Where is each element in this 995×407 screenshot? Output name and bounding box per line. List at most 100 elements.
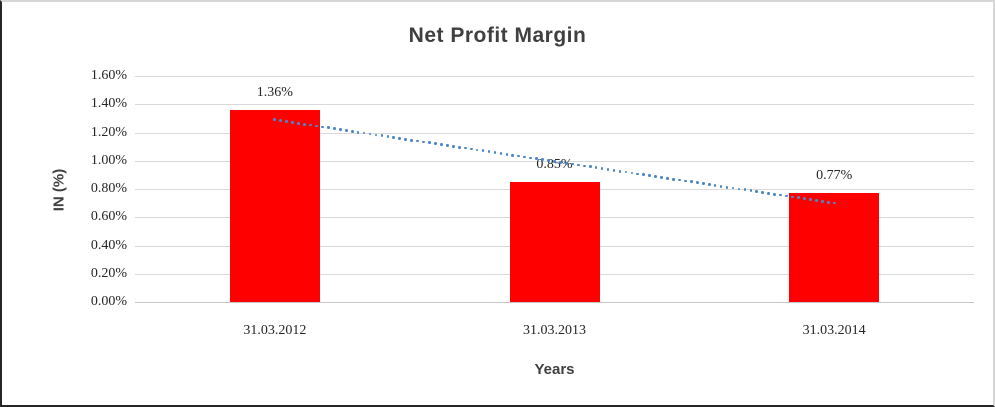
trendline-dot	[773, 192, 776, 196]
trendline-dot	[636, 172, 640, 176]
data-label: 0.77%	[816, 168, 853, 184]
y-tick-label: 1.00%	[90, 152, 127, 168]
trendline-dot	[743, 188, 747, 192]
trendline-dot	[559, 160, 562, 164]
trendline-dot	[529, 156, 533, 160]
trendline-dot	[303, 122, 306, 126]
trendline-dot	[309, 123, 312, 127]
trendline-dot	[761, 191, 765, 194]
x-axis-line	[135, 302, 974, 303]
trendline-dot	[576, 163, 580, 167]
x-axis-title: Years	[534, 361, 575, 378]
trendline-dot	[820, 200, 824, 203]
trendline-dot	[755, 190, 759, 193]
x-tick-label: 31.03.2012	[243, 323, 307, 338]
trendline-dot	[624, 170, 628, 174]
y-tick-label: 0.20%	[90, 265, 127, 281]
trendline-dot	[719, 184, 723, 188]
trendline-dot	[469, 147, 473, 151]
trendline-dot	[434, 142, 437, 146]
trendline-dot	[565, 161, 568, 165]
trendline-dot	[654, 175, 657, 178]
trendline-dot	[416, 139, 419, 143]
trendline-dot	[392, 136, 396, 139]
trendline-dot	[404, 137, 408, 141]
trendline-dot	[398, 137, 402, 140]
trendline-dot	[457, 145, 461, 149]
trendline-dot	[321, 125, 324, 129]
gridline	[135, 104, 974, 106]
trendline-dot	[422, 140, 425, 144]
trendline-dot	[725, 185, 729, 189]
x-tick-label: 31.03.2013	[523, 323, 586, 338]
trendline-dot	[612, 168, 616, 172]
y-tick-label: 0.60%	[90, 209, 127, 225]
trendline-dot	[410, 138, 414, 142]
trendline-dot	[630, 171, 634, 175]
trendline-dot	[767, 192, 771, 195]
trendline-dot	[695, 181, 699, 185]
trendline-dot	[451, 145, 455, 148]
trendline-dot	[380, 134, 384, 138]
bar-31.03.2014	[789, 193, 880, 302]
bar-31.03.2012	[229, 109, 320, 302]
trendline-dot	[327, 126, 330, 130]
trendline-dot	[672, 177, 675, 181]
trendline-dot	[731, 186, 735, 190]
trendline-dot	[481, 149, 485, 153]
trendline-dot	[511, 153, 515, 157]
trendline-dot	[713, 184, 717, 187]
trendline-dot	[803, 197, 806, 201]
trendline-dot	[571, 162, 574, 166]
trendline-dot	[797, 196, 800, 200]
y-tick-label: 0.80%	[90, 181, 127, 196]
trendline-dot	[684, 179, 687, 183]
trendline-dot	[386, 135, 390, 138]
trendline-dot	[273, 118, 277, 122]
y-tick-label: 1.60%	[90, 68, 127, 83]
trendline-dot	[338, 128, 342, 131]
trendline-dot	[368, 132, 372, 136]
trendline-dot	[832, 201, 836, 205]
trendline-dot	[332, 127, 336, 130]
trendline-dot	[499, 152, 503, 155]
trendline-dot	[541, 158, 544, 162]
trendline-dot	[362, 131, 366, 135]
trendline-dot	[678, 178, 681, 182]
trendline-dot	[285, 120, 289, 123]
trendline-dot	[779, 193, 782, 197]
trendline-dot	[356, 130, 360, 134]
trendline-dot	[297, 121, 300, 125]
trendline-dot	[648, 174, 652, 177]
trendline-dot	[517, 154, 521, 158]
trendline-dot	[344, 129, 348, 132]
trendline-dot	[809, 198, 812, 201]
trendline-dot	[582, 164, 586, 168]
trendline-dot	[701, 182, 705, 185]
trendline-dot	[660, 176, 663, 179]
trendline-dot	[428, 141, 431, 145]
trendline-dot	[666, 176, 669, 180]
trendline-dot	[588, 165, 592, 169]
trendline-dot	[642, 173, 646, 177]
trendline-dot	[475, 148, 479, 152]
x-tick-label: 31.03.2014	[802, 323, 866, 338]
trendline-dot	[606, 168, 610, 171]
y-tick-label: 0.40%	[90, 237, 127, 253]
trendline-dot	[446, 144, 449, 147]
gridline	[135, 132, 974, 134]
trendline-dot	[374, 133, 378, 137]
trendline-dot	[553, 160, 556, 163]
trendline-dot	[315, 124, 318, 128]
trendline-dot	[547, 159, 550, 162]
data-label: 1.36%	[256, 84, 293, 100]
trendline-dot	[279, 119, 283, 122]
trendline-dot	[791, 195, 794, 199]
chart-title: Net Profit Margin	[408, 24, 587, 47]
trendline-dot	[814, 199, 818, 202]
trendline-dot	[707, 183, 711, 186]
gridline	[135, 76, 974, 77]
bar-31.03.2013	[509, 181, 600, 302]
y-tick-label: 0.00%	[90, 294, 127, 309]
trendline-dot	[523, 155, 527, 159]
